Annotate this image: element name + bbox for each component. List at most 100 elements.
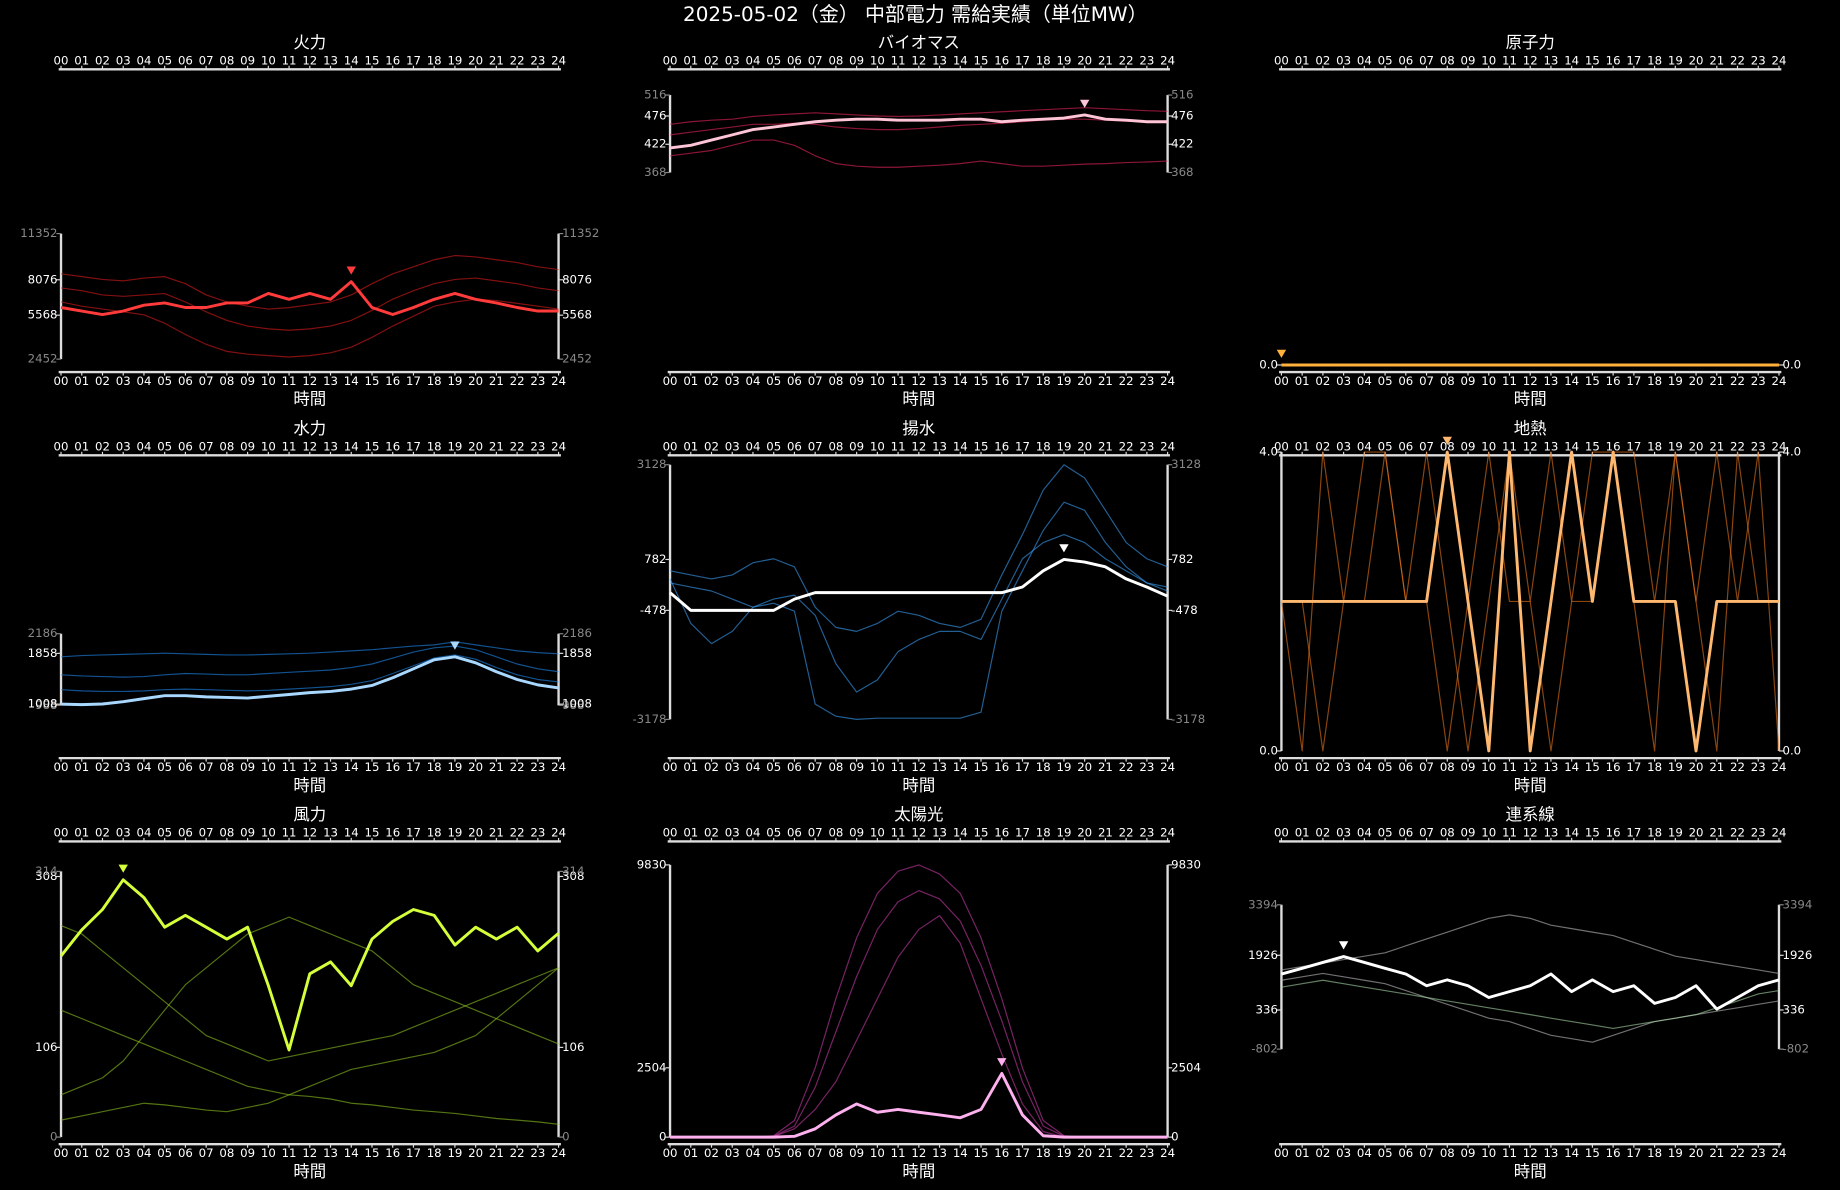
x-tick-label: 01	[683, 440, 698, 454]
y-tick-label: 3128	[1171, 457, 1201, 471]
x-tick-label: 13	[323, 440, 338, 454]
x-tick-label: 16	[994, 826, 1009, 840]
x-tick-label: 20	[1689, 54, 1704, 68]
x-tick-label: 06	[787, 1146, 802, 1160]
x-tick-label: 03	[116, 440, 131, 454]
y-tick-label: 11352	[20, 226, 57, 240]
y-tick-label: -3178	[1171, 712, 1205, 726]
x-tick-label: 08	[828, 54, 843, 68]
x-tick-label: 02	[704, 374, 719, 388]
x-tick-label: 23	[1751, 54, 1766, 68]
x-axis-label: 時間	[1514, 776, 1547, 795]
panel-title: 風力	[293, 805, 326, 824]
x-tick-label: 21	[1709, 760, 1724, 774]
x-tick-label: 04	[746, 54, 761, 68]
x-tick-label: 10	[261, 54, 276, 68]
x-tick-label: 23	[530, 1146, 545, 1160]
panel-title: 火力	[293, 33, 326, 52]
x-tick-label: 04	[746, 760, 761, 774]
x-tick-label: 21	[489, 54, 504, 68]
x-tick-label: 16	[1606, 1146, 1621, 1160]
x-tick-label: 22	[1730, 374, 1745, 388]
x-tick-label: 00	[54, 374, 69, 388]
x-tick-label: 17	[406, 440, 421, 454]
x-tick-label: 08	[1440, 826, 1455, 840]
peak-marker	[450, 641, 460, 650]
x-tick-label: 24	[1772, 440, 1787, 454]
x-tick-label: 14	[1564, 760, 1579, 774]
x-tick-label: 23	[1139, 440, 1154, 454]
x-tick-label: 00	[663, 440, 678, 454]
y-tick-label: 516	[1171, 88, 1193, 102]
y-tick-label: 4.0	[1259, 445, 1278, 459]
x-tick-label: 06	[178, 1146, 193, 1160]
y-tick-label: 11352	[562, 226, 599, 240]
x-tick-label: 17	[1015, 374, 1030, 388]
x-tick-label: 04	[746, 374, 761, 388]
x-tick-label: 13	[323, 760, 338, 774]
x-tick-label: 13	[1543, 760, 1558, 774]
x-tick-label: 21	[489, 760, 504, 774]
x-tick-label: 01	[1295, 1146, 1310, 1160]
x-tick-label: 14	[344, 374, 359, 388]
history-line	[1281, 972, 1780, 1043]
x-tick-label: 00	[1274, 374, 1289, 388]
x-tick-label: 04	[136, 54, 151, 68]
x-tick-label: 23	[530, 826, 545, 840]
x-tick-label: 00	[54, 760, 69, 774]
x-tick-label: 13	[1543, 826, 1558, 840]
x-tick-label: 09	[240, 826, 255, 840]
x-tick-label: 18	[1036, 826, 1051, 840]
x-tick-label: 06	[1398, 374, 1413, 388]
x-tick-label: 21	[1098, 374, 1113, 388]
x-tick-label: 20	[1689, 1146, 1704, 1160]
x-tick-label: 13	[932, 826, 947, 840]
y-tick-label: -3178	[632, 712, 666, 726]
x-tick-label: 17	[1626, 826, 1641, 840]
x-tick-label: 03	[725, 826, 740, 840]
history-line	[670, 915, 1168, 1138]
x-tick-label: 13	[1543, 54, 1558, 68]
y-tick-label: 5568	[562, 308, 592, 322]
x-tick-label: 11	[1502, 54, 1517, 68]
y-tick-label: 0.0	[1782, 743, 1801, 757]
x-tick-label: 14	[1564, 826, 1579, 840]
x-tick-label: 00	[54, 826, 69, 840]
x-tick-label: 06	[178, 54, 193, 68]
x-tick-label: 24	[1772, 54, 1787, 68]
x-tick-label: 20	[1077, 440, 1092, 454]
x-tick-label: 17	[1626, 760, 1641, 774]
x-tick-label: 12	[302, 374, 317, 388]
x-tick-label: 10	[261, 440, 276, 454]
x-tick-label: 02	[95, 54, 110, 68]
x-tick-label: 19	[1056, 1146, 1071, 1160]
x-tick-label: 11	[282, 826, 297, 840]
x-tick-label: 17	[1015, 826, 1030, 840]
history-line	[60, 1009, 559, 1125]
x-tick-label: 05	[1378, 440, 1393, 454]
x-tick-label: 23	[1139, 826, 1154, 840]
y-tick-label: 422	[1171, 137, 1193, 151]
y-tick-label: 0	[50, 1130, 57, 1144]
x-tick-label: 13	[932, 440, 947, 454]
x-tick-label: 19	[447, 54, 462, 68]
x-tick-label: 17	[406, 1146, 421, 1160]
x-tick-label: 12	[911, 1146, 926, 1160]
x-tick-label: 24	[551, 1146, 566, 1160]
y-tick-label: 336	[1782, 1002, 1804, 1016]
x-tick-label: 15	[1585, 826, 1600, 840]
x-tick-label: 19	[447, 760, 462, 774]
x-tick-label: 19	[1056, 54, 1071, 68]
x-tick-label: 21	[1098, 826, 1113, 840]
x-tick-label: 01	[683, 1146, 698, 1160]
y-tick-label: 314	[35, 864, 57, 878]
x-tick-label: 07	[199, 440, 214, 454]
x-tick-label: 05	[1378, 54, 1393, 68]
x-tick-label: 16	[994, 54, 1009, 68]
x-tick-label: 07	[1419, 440, 1434, 454]
x-tick-label: 04	[136, 440, 151, 454]
x-tick-label: 07	[1419, 374, 1434, 388]
x-tick-label: 02	[1315, 826, 1330, 840]
